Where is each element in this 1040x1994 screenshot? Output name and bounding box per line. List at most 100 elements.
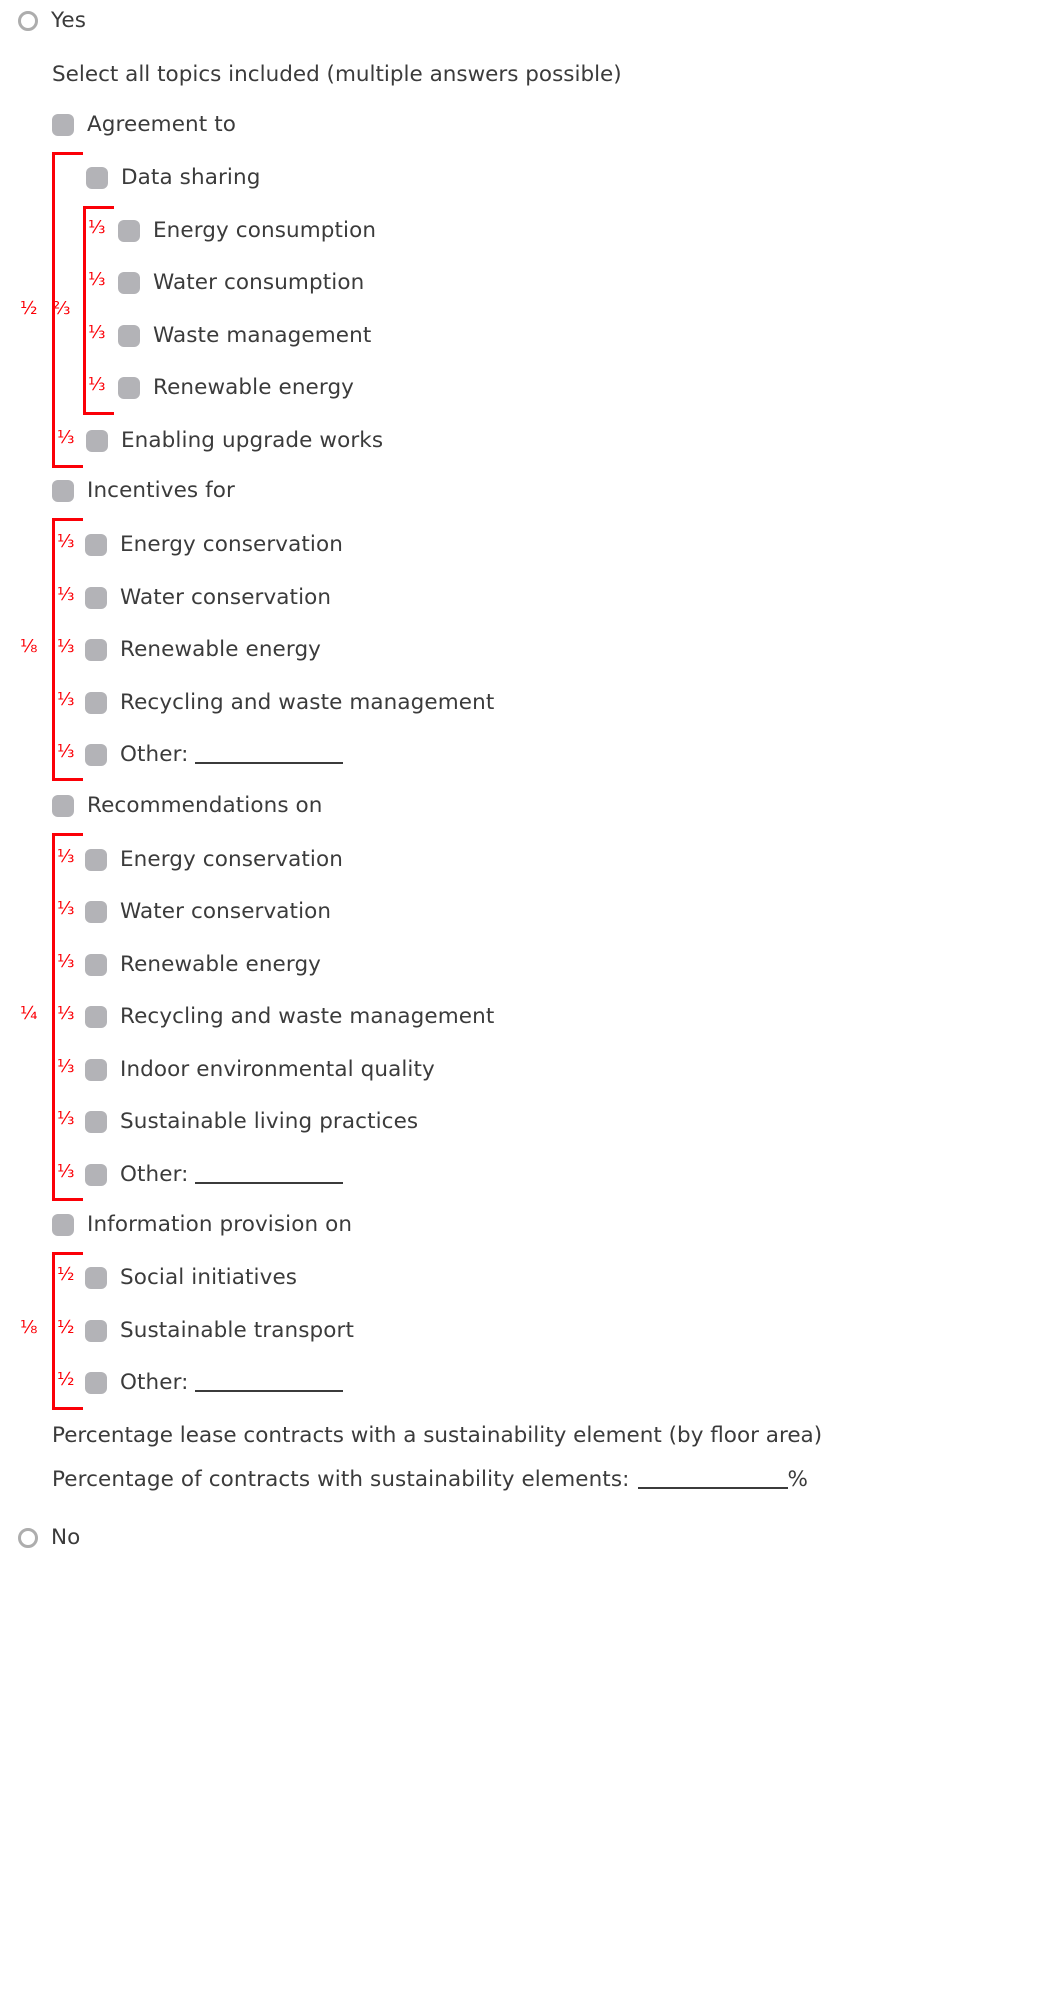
checkbox-row-waste-management[interactable]: Waste management <box>118 319 371 353</box>
checkbox-renewable-energy-1[interactable] <box>118 377 140 399</box>
checkbox-label-enabling-upgrade-works: Enabling upgrade works <box>121 428 384 454</box>
checkbox-row-water-consumption[interactable]: Water consumption <box>118 266 364 300</box>
checkbox-renewable-energy-3[interactable] <box>85 954 107 976</box>
checkbox-incentives-for[interactable] <box>52 480 74 502</box>
checkbox-other-3[interactable] <box>85 1372 107 1394</box>
radio-option-no[interactable]: No <box>18 1521 80 1555</box>
annotation-weight-other-1: ⅓ <box>57 741 75 762</box>
checkbox-row-other-2[interactable]: Other: <box>85 1158 344 1192</box>
annotation-bracket-information <box>52 1252 83 1410</box>
checkbox-label-waste-management: Waste management <box>153 323 372 349</box>
checkbox-label-other-1: Other: <box>120 742 189 768</box>
checkbox-renewable-energy-2[interactable] <box>85 639 107 661</box>
annotation-weight-social-initiatives: ½ <box>57 1264 75 1285</box>
annotation-weight-incentives: ⅛ <box>20 636 38 657</box>
checkbox-label-renewable-energy-3: Renewable energy <box>120 952 322 978</box>
annotation-weight-renewable-energy-3: ⅓ <box>57 951 75 972</box>
checkbox-row-information-provision-on[interactable]: Information provision on <box>52 1208 352 1242</box>
checkbox-waste-management[interactable] <box>118 325 140 347</box>
checkbox-water-conservation-1[interactable] <box>85 587 107 609</box>
annotation-weight-other-2: ⅓ <box>57 1161 75 1182</box>
annotation-bracket-incentives <box>52 518 83 781</box>
annotation-weight-water-conservation-1: ⅓ <box>57 584 75 605</box>
checkbox-row-water-conservation-1[interactable]: Water conservation <box>85 581 331 615</box>
annotation-bracket-recommendations <box>52 833 83 1201</box>
checkbox-row-data-sharing[interactable]: Data sharing <box>86 161 260 195</box>
checkbox-energy-consumption[interactable] <box>118 220 140 242</box>
checkbox-label-sustainable-living-practices: Sustainable living practices <box>120 1109 419 1135</box>
checkbox-row-agreement-to[interactable]: Agreement to <box>52 108 236 142</box>
checkbox-row-sustainable-transport[interactable]: Sustainable transport <box>85 1314 354 1348</box>
checkbox-row-recycling-1[interactable]: Recycling and waste management <box>85 686 494 720</box>
checkbox-sustainable-transport[interactable] <box>85 1320 107 1342</box>
checkbox-other-1[interactable] <box>85 744 107 766</box>
checkbox-row-energy-consumption[interactable]: Energy consumption <box>118 214 376 248</box>
checkbox-row-enabling-upgrade-works[interactable]: Enabling upgrade works <box>86 424 383 458</box>
annotation-weight-energy-conservation-1: ⅓ <box>57 531 75 552</box>
checkbox-row-energy-conservation-1[interactable]: Energy conservation <box>85 528 343 562</box>
checkbox-data-sharing[interactable] <box>86 167 108 189</box>
checkbox-water-conservation-2[interactable] <box>85 901 107 923</box>
checkbox-sustainable-living-practices[interactable] <box>85 1111 107 1133</box>
radio-option-yes[interactable]: Yes <box>18 4 86 38</box>
radio-icon-yes[interactable] <box>18 11 38 31</box>
annotation-bracket-agreement-sub <box>83 206 114 415</box>
percentage-input[interactable] <box>637 1472 788 1489</box>
annotation-weight-recycling-1: ⅓ <box>57 689 75 710</box>
checkbox-energy-conservation-1[interactable] <box>85 534 107 556</box>
checkbox-row-renewable-energy-2[interactable]: Renewable energy <box>85 633 321 667</box>
checkbox-social-initiatives[interactable] <box>85 1267 107 1289</box>
checkbox-energy-conservation-2[interactable] <box>85 849 107 871</box>
annotation-weight-water-consumption: ⅓ <box>88 269 106 290</box>
checkbox-label-indoor-environmental-quality: Indoor environmental quality <box>120 1057 435 1083</box>
checkbox-row-incentives-for[interactable]: Incentives for <box>52 474 235 508</box>
checkbox-row-recycling-2[interactable]: Recycling and waste management <box>85 1000 494 1034</box>
checkbox-row-social-initiatives[interactable]: Social initiatives <box>85 1261 297 1295</box>
radio-label-yes: Yes <box>51 8 87 34</box>
other-input-1[interactable] <box>194 747 343 764</box>
annotation-weight-energy-conservation-2: ⅓ <box>57 846 75 867</box>
radio-icon-no[interactable] <box>18 1528 38 1548</box>
checkbox-row-indoor-environmental-quality[interactable]: Indoor environmental quality <box>85 1053 435 1087</box>
checkbox-label-energy-conservation-2: Energy conservation <box>120 847 343 873</box>
annotation-weight-waste-management: ⅓ <box>88 322 106 343</box>
annotation-weight-water-conservation-2: ⅓ <box>57 898 75 919</box>
other-input-2[interactable] <box>194 1167 343 1184</box>
checkbox-enabling-upgrade-works[interactable] <box>86 430 108 452</box>
radio-label-no: No <box>51 1525 81 1551</box>
checkbox-row-energy-conservation-2[interactable]: Energy conservation <box>85 843 343 877</box>
checkbox-label-other-2: Other: <box>120 1162 189 1188</box>
checkbox-label-other-3: Other: <box>120 1370 189 1396</box>
other-input-3[interactable] <box>194 1375 343 1392</box>
checkbox-row-water-conservation-2[interactable]: Water conservation <box>85 895 331 929</box>
checkbox-label-energy-consumption: Energy consumption <box>153 218 377 244</box>
checkbox-other-2[interactable] <box>85 1164 107 1186</box>
checkbox-row-renewable-energy-3[interactable]: Renewable energy <box>85 948 321 982</box>
footer-percent-sign: % <box>787 1467 809 1493</box>
checkbox-label-energy-conservation-1: Energy conservation <box>120 532 343 558</box>
checkbox-row-renewable-energy-1[interactable]: Renewable energy <box>118 371 354 405</box>
annotation-weight-energy-consumption: ⅓ <box>88 217 106 238</box>
checkbox-row-other-3[interactable]: Other: <box>85 1366 344 1400</box>
checkbox-recycling-1[interactable] <box>85 692 107 714</box>
checkbox-agreement-to[interactable] <box>52 114 74 136</box>
annotation-weight-recommendations: ¼ <box>20 1003 38 1024</box>
annotation-weight-other-3: ½ <box>57 1369 75 1390</box>
checkbox-label-recycling-1: Recycling and waste management <box>120 690 495 716</box>
checkbox-label-sustainable-transport: Sustainable transport <box>120 1318 354 1344</box>
annotation-weight-renewable-energy-2: ⅓ <box>57 636 75 657</box>
checkbox-information-provision-on[interactable] <box>52 1214 74 1236</box>
annotation-weight-sustainable-living-practices: ⅓ <box>57 1108 75 1129</box>
checkbox-water-consumption[interactable] <box>118 272 140 294</box>
checkbox-label-information-provision-on: Information provision on <box>87 1212 353 1238</box>
checkbox-recycling-2[interactable] <box>85 1006 107 1028</box>
checkbox-recommendations-on[interactable] <box>52 795 74 817</box>
checkbox-row-other-1[interactable]: Other: <box>85 738 344 772</box>
checkbox-label-water-conservation-1: Water conservation <box>120 585 332 611</box>
checkbox-row-sustainable-living-practices[interactable]: Sustainable living practices <box>85 1105 418 1139</box>
checkbox-row-recommendations-on[interactable]: Recommendations on <box>52 789 323 823</box>
checkbox-indoor-environmental-quality[interactable] <box>85 1059 107 1081</box>
checkbox-label-water-consumption: Water consumption <box>153 270 365 296</box>
checkbox-label-water-conservation-2: Water conservation <box>120 899 332 925</box>
footer-line-2-prefix: Percentage of contracts with sustainabil… <box>52 1467 630 1493</box>
